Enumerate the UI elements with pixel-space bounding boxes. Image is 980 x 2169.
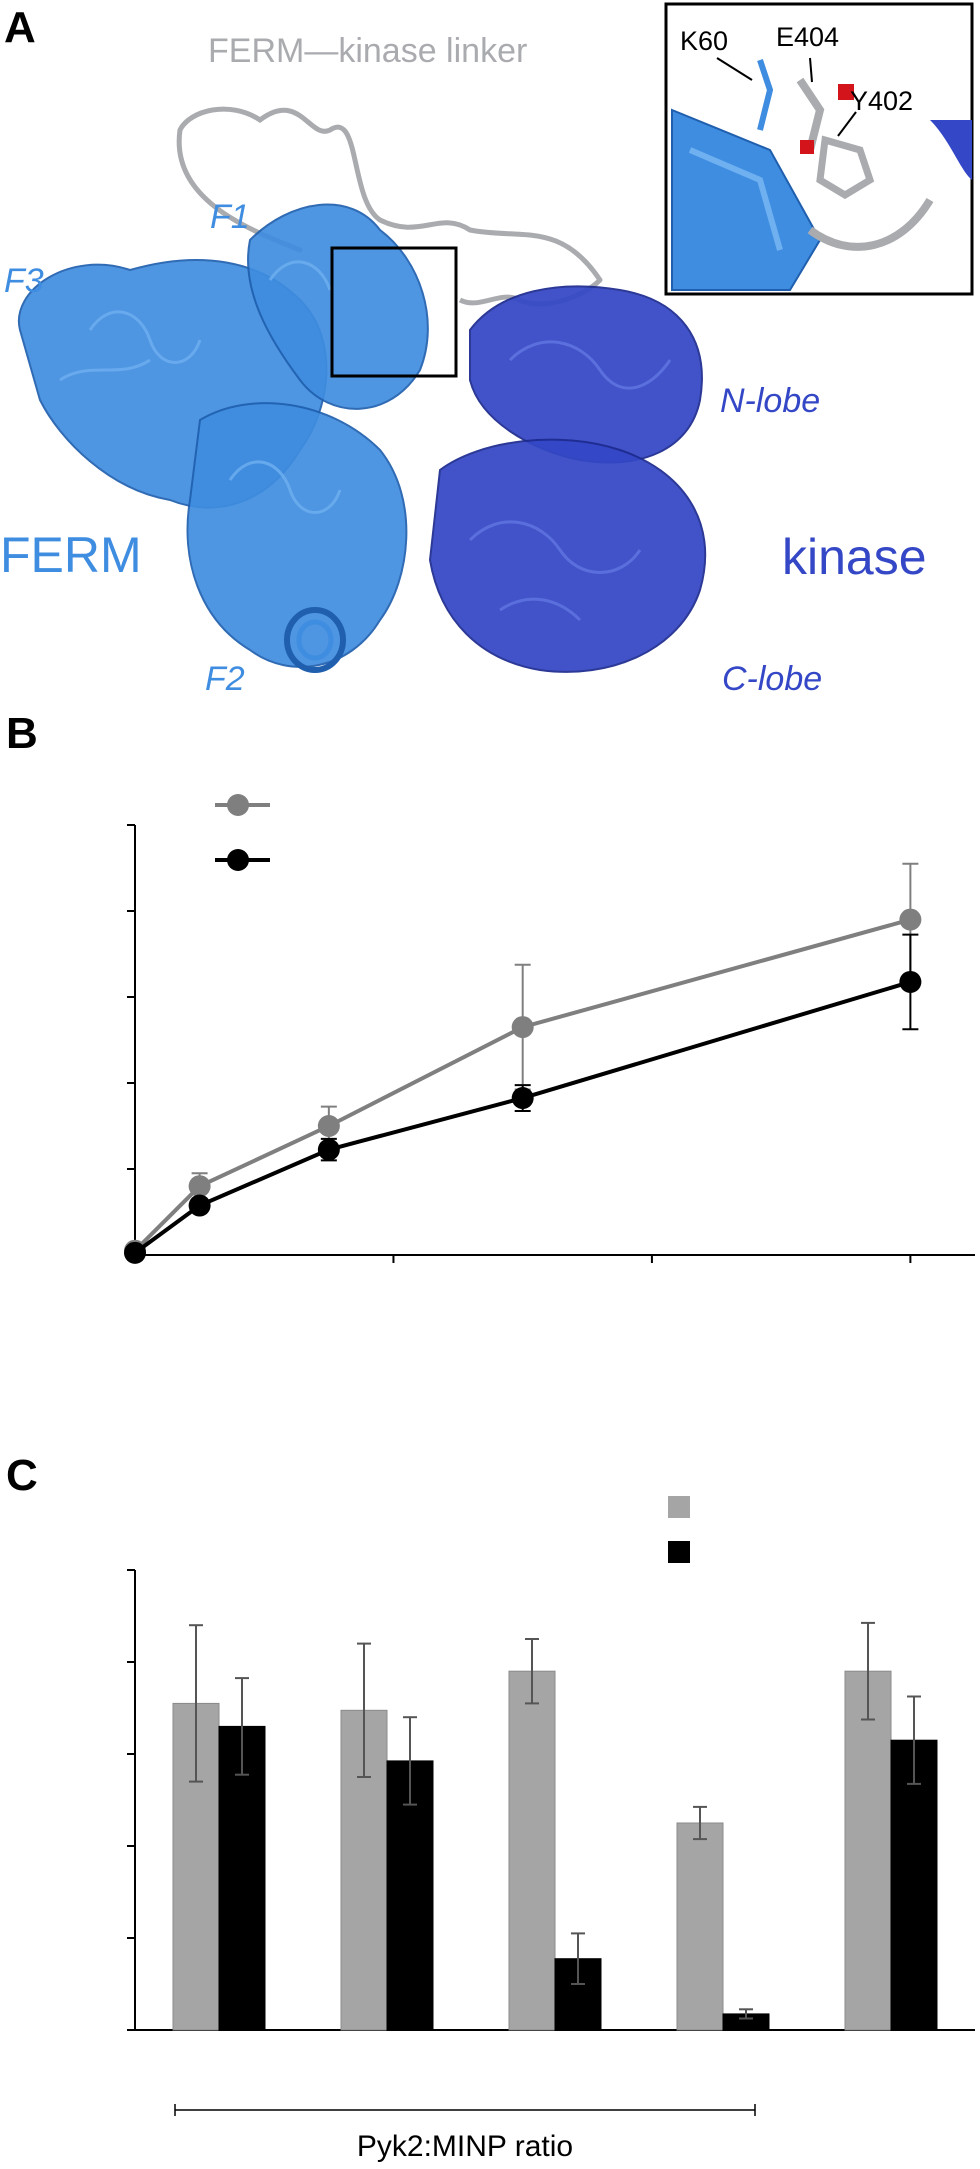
panel-c: C Pyk2:MINP ratio <box>6 1451 975 2163</box>
data-point-E404P <box>317 1138 340 1161</box>
ferm-label: FERM <box>0 527 142 583</box>
legend-marker-E404P <box>227 849 249 871</box>
data-point-WT <box>188 1175 211 1198</box>
data-point-E404P <box>511 1087 534 1110</box>
clobe-label: C-lobe <box>722 660 822 698</box>
panel-c-letter: C <box>6 1451 38 1500</box>
ratio-bracket-label: Pyk2:MINP ratio <box>357 2130 573 2163</box>
kinase-domain-structure <box>428 285 707 673</box>
chart-c <box>127 1496 975 2031</box>
legend-marker-WT <box>227 794 249 816</box>
bar-WT Pyk2-NINP <box>844 1670 892 2031</box>
chart-b <box>124 794 975 1264</box>
inset-label-e404: E404 <box>776 22 839 52</box>
zoom-box <box>330 246 458 378</box>
f2-label: F2 <box>205 660 245 698</box>
bar-WT Pyk2-1:6 <box>676 1822 724 2031</box>
ferm-helix-stripes <box>59 260 342 514</box>
linker-ribbon <box>176 106 603 283</box>
data-point-WT <box>899 908 922 931</box>
inset-label-y402: Y402 <box>850 86 913 116</box>
linker-label: FERM—kinase linker <box>208 32 527 70</box>
panel-b: B <box>6 709 975 1264</box>
bar-E404P Pyk2-1:0 <box>218 1725 266 2031</box>
legend-swatch-WT Pyk2 <box>668 1496 690 1518</box>
f3-label: F3 <box>4 262 44 300</box>
f1-label: F1 <box>210 198 250 236</box>
inset-label-k60: K60 <box>680 26 728 56</box>
data-point-E404P <box>188 1194 211 1217</box>
data-point-E404P <box>899 970 922 993</box>
data-point-WT <box>511 1016 534 1039</box>
panel-a-letter: A <box>4 3 36 52</box>
panel-b-letter: B <box>6 709 38 758</box>
data-point-E404P <box>124 1241 146 1264</box>
data-point-WT <box>317 1115 340 1137</box>
bar-WT Pyk2-1:3 <box>508 1670 556 2031</box>
nlobe-label: N-lobe <box>720 382 820 420</box>
legend-swatch-E404P Pyk2 <box>668 1541 690 1563</box>
inset-panel: K60 E404 Y402 <box>664 2 974 296</box>
ferm-domain-structure <box>17 203 429 673</box>
panel-a: A <box>0 2 974 698</box>
kinase-helix-stripes <box>468 340 672 622</box>
kinase-label: kinase <box>782 529 927 585</box>
bar-E404P Pyk2-1:1 <box>386 1760 434 2031</box>
